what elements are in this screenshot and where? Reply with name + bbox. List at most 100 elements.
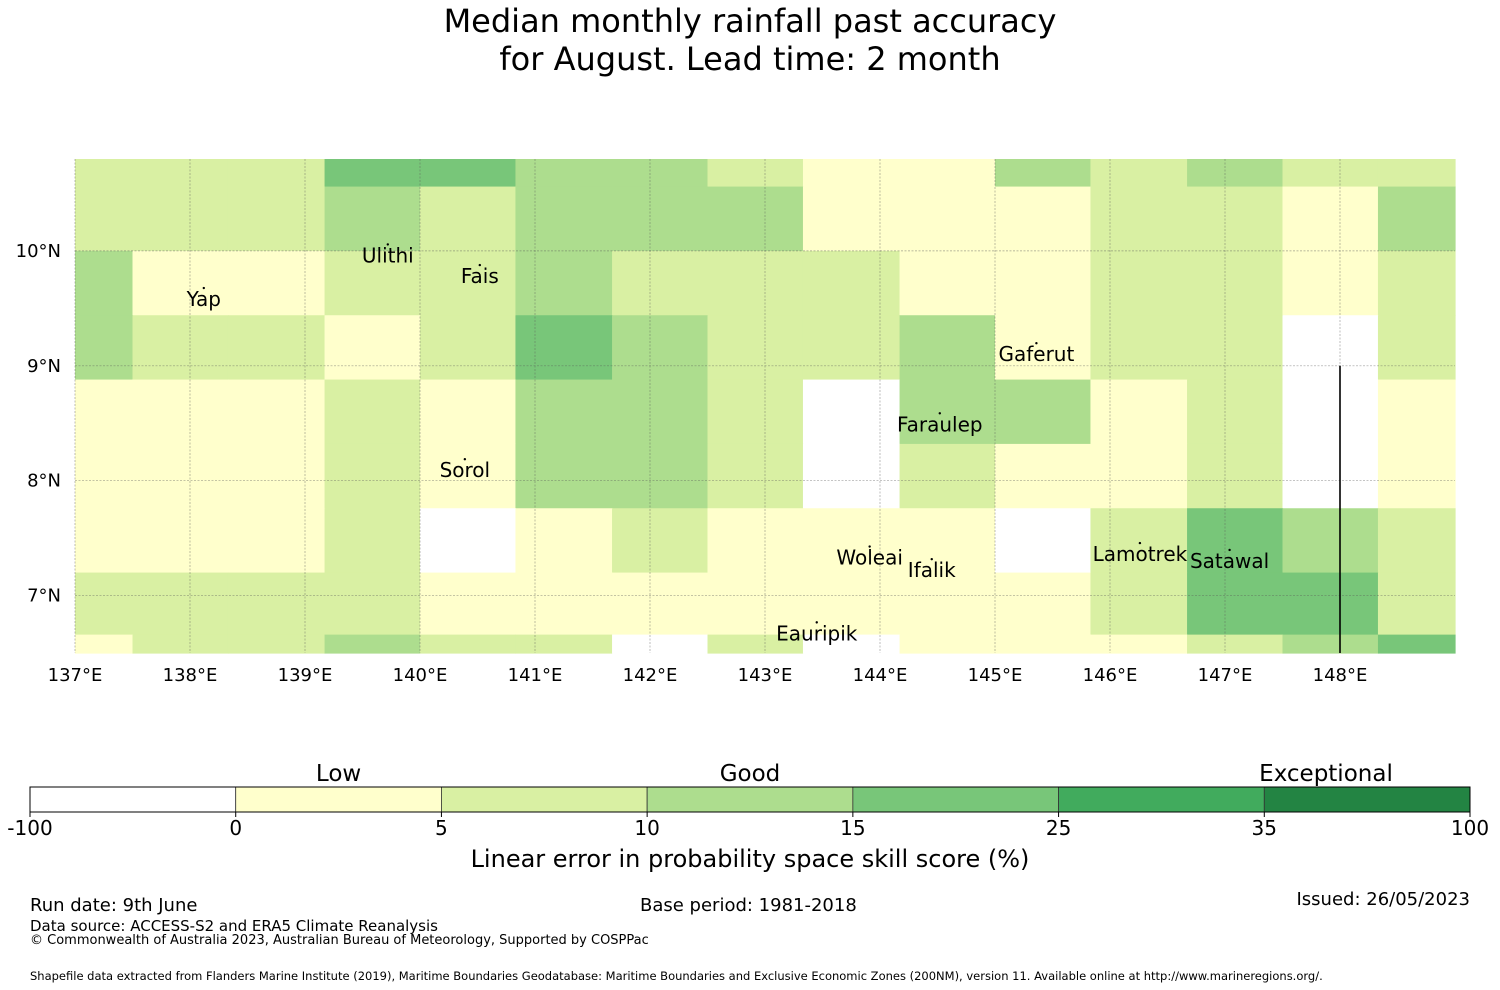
skill-cell <box>324 186 421 252</box>
island-marker <box>478 263 481 267</box>
colorbar-tick-label: 10 <box>634 816 659 840</box>
skill-cell <box>420 572 517 636</box>
colorbar-tick-label: 100 <box>1451 816 1489 840</box>
colorbar-swatch <box>29 786 237 813</box>
colorbar-swatch <box>1058 786 1265 813</box>
skill-cell <box>420 159 517 188</box>
colorbar-swatch <box>235 786 442 813</box>
latitude-tick-label: 7°N <box>27 586 61 607</box>
skill-cell <box>1282 379 1379 445</box>
skill-cell <box>707 315 804 381</box>
colorbar-category-label: Good <box>720 761 781 787</box>
island-marker <box>202 286 205 290</box>
skill-cell <box>227 443 326 509</box>
longitude-tick-label: 137°E <box>48 665 103 686</box>
skill-cell <box>802 443 901 509</box>
skill-cell <box>1090 159 1188 188</box>
skill-cell <box>75 186 134 252</box>
skill-cell <box>1187 379 1284 445</box>
skill-cell <box>612 379 709 445</box>
skill-cell <box>1187 159 1284 188</box>
skill-cell <box>1090 572 1188 636</box>
island-marker <box>463 458 467 461</box>
colorbar-category-label: Exceptional <box>1259 761 1393 787</box>
skill-cell <box>995 443 1092 509</box>
skill-cell <box>324 250 421 316</box>
skill-cell <box>515 186 613 252</box>
skill-cell <box>899 315 996 381</box>
skill-cell <box>324 634 421 654</box>
skill-cell <box>1282 443 1379 509</box>
longitude-tick-label: 148°E <box>1313 665 1368 686</box>
skill-cell <box>612 634 709 654</box>
island-marker <box>1035 341 1038 345</box>
data-source: Data source: ACCESS-S2 and ERA5 Climate … <box>30 917 438 935</box>
skill-cell <box>132 572 229 636</box>
skill-cell <box>1377 634 1456 654</box>
skill-cell <box>995 315 1092 381</box>
skill-cell <box>1187 250 1284 316</box>
colorbar-tick-label: 0 <box>229 816 242 840</box>
skill-cell <box>612 572 709 636</box>
skill-cell <box>995 508 1092 574</box>
longitude-tick-label: 142°E <box>623 665 678 686</box>
island-marker <box>930 557 933 561</box>
skill-cell <box>802 315 901 381</box>
colorbar-tick-label: 25 <box>1046 816 1071 840</box>
skill-cell <box>1090 508 1188 574</box>
skill-cell <box>1282 186 1379 252</box>
skill-cell <box>899 159 996 188</box>
colorbar-swatch <box>1263 786 1471 813</box>
island-marker <box>868 545 871 548</box>
map-title-line1: Median monthly rainfall past accuracy <box>443 2 1057 40</box>
skill-cell <box>612 186 709 252</box>
skill-cell <box>420 634 517 654</box>
skill-cell <box>420 379 517 445</box>
skill-cell <box>75 159 134 188</box>
colorbar-tick-label: 35 <box>1252 816 1277 840</box>
map-title-line2: for August. Lead time: 2 month <box>499 40 1001 78</box>
latitude-tick-label: 9°N <box>27 356 61 377</box>
skill-cell <box>1377 250 1456 316</box>
longitude-tick-label: 141°E <box>508 665 563 686</box>
run-date: Run date: 9th June <box>30 895 198 916</box>
skill-cell <box>707 572 804 636</box>
skill-cell <box>899 186 996 252</box>
skill-cell <box>707 508 804 574</box>
skill-cell <box>1090 379 1188 445</box>
skill-map: 137°E 138°E 139°E 140°E 141°E 142°E 143°E 144°E… <box>16 159 1456 686</box>
skill-cell <box>1377 508 1456 574</box>
place-labels: Ulithi Yap Fais Gaferut Faraulep Sorol WoleaiI… <box>186 243 1269 645</box>
skill-cell <box>420 315 517 381</box>
skill-cell <box>899 379 996 445</box>
skill-cell <box>1282 634 1379 654</box>
place-label: Faraulep <box>897 412 983 436</box>
skill-cell <box>1377 159 1456 188</box>
colorbar-tick-label: 15 <box>840 816 865 840</box>
skill-cell <box>75 315 134 381</box>
skill-cell <box>995 159 1092 188</box>
skill-cell <box>324 572 421 636</box>
skill-cell <box>707 250 804 316</box>
skill-cell <box>515 508 613 574</box>
island-marker <box>1228 548 1231 552</box>
skill-cell <box>899 443 996 509</box>
longitude-tick-label: 138°E <box>163 665 218 686</box>
skill-cell <box>802 634 901 654</box>
skill-cell <box>802 159 901 188</box>
skill-cell <box>995 250 1092 316</box>
latitude-tick-label: 10°N <box>16 241 61 262</box>
longitude-tick-label: 140°E <box>393 665 448 686</box>
skill-cell <box>420 186 517 252</box>
skill-cell <box>324 508 421 574</box>
place-label: Woleai <box>836 546 903 570</box>
skill-cell <box>132 315 229 381</box>
skill-cell <box>420 443 517 509</box>
skill-cell <box>515 315 613 381</box>
longitude-tick-label: 145°E <box>968 665 1023 686</box>
place-label: Ifalik <box>908 558 956 582</box>
skill-cell <box>515 250 613 316</box>
colorbar-swatch <box>852 786 1059 813</box>
skill-cell <box>75 572 134 636</box>
skill-cell <box>227 379 326 445</box>
